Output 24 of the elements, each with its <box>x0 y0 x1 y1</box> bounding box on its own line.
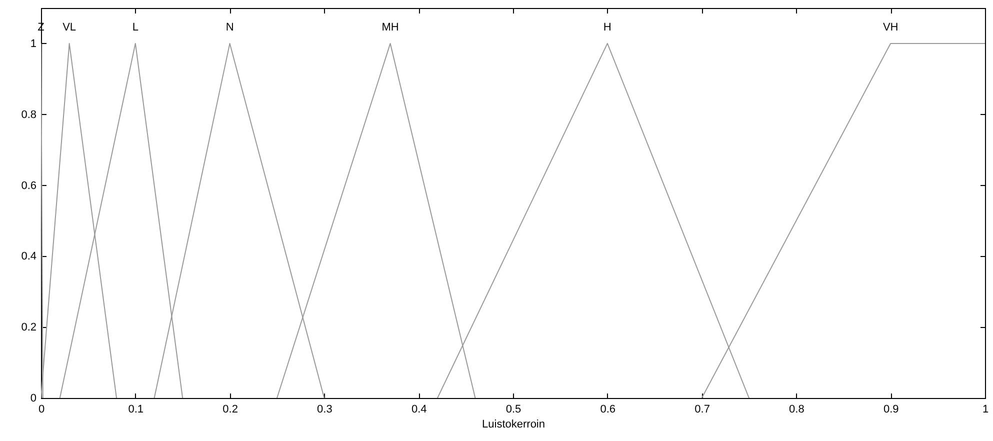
x-tick-label: 0.4 <box>411 404 427 416</box>
series-label: N <box>226 21 234 34</box>
x-tick-label: 0 <box>38 404 45 416</box>
y-tick-label: 0 <box>30 392 36 404</box>
series-label: L <box>132 21 138 34</box>
series-label: VH <box>882 21 898 34</box>
x-tick-label: 0.6 <box>600 404 616 416</box>
x-tick-label: 0.7 <box>694 404 710 416</box>
x-tick-label: 1 <box>982 404 989 416</box>
x-tick-label: 0.3 <box>317 404 332 416</box>
x-tick-label: 0.8 <box>789 404 804 416</box>
y-tick-label: 1 <box>30 38 36 50</box>
x-tick-label: 0.5 <box>506 404 522 416</box>
x-tick-label: 0.9 <box>883 404 899 416</box>
y-tick-label: 0.2 <box>21 322 36 334</box>
x-axis-title: Luistokerroin <box>482 418 545 430</box>
x-tick-label: 0.2 <box>222 404 238 416</box>
series-label: H <box>603 21 612 34</box>
y-tick-label: 0.6 <box>21 180 36 192</box>
y-tick-label: 0.8 <box>21 108 36 121</box>
series-label: VL <box>62 21 76 34</box>
x-tick-label: 0.1 <box>128 404 144 416</box>
series-label: MH <box>382 21 399 34</box>
y-tick-label: 0.4 <box>21 250 36 263</box>
